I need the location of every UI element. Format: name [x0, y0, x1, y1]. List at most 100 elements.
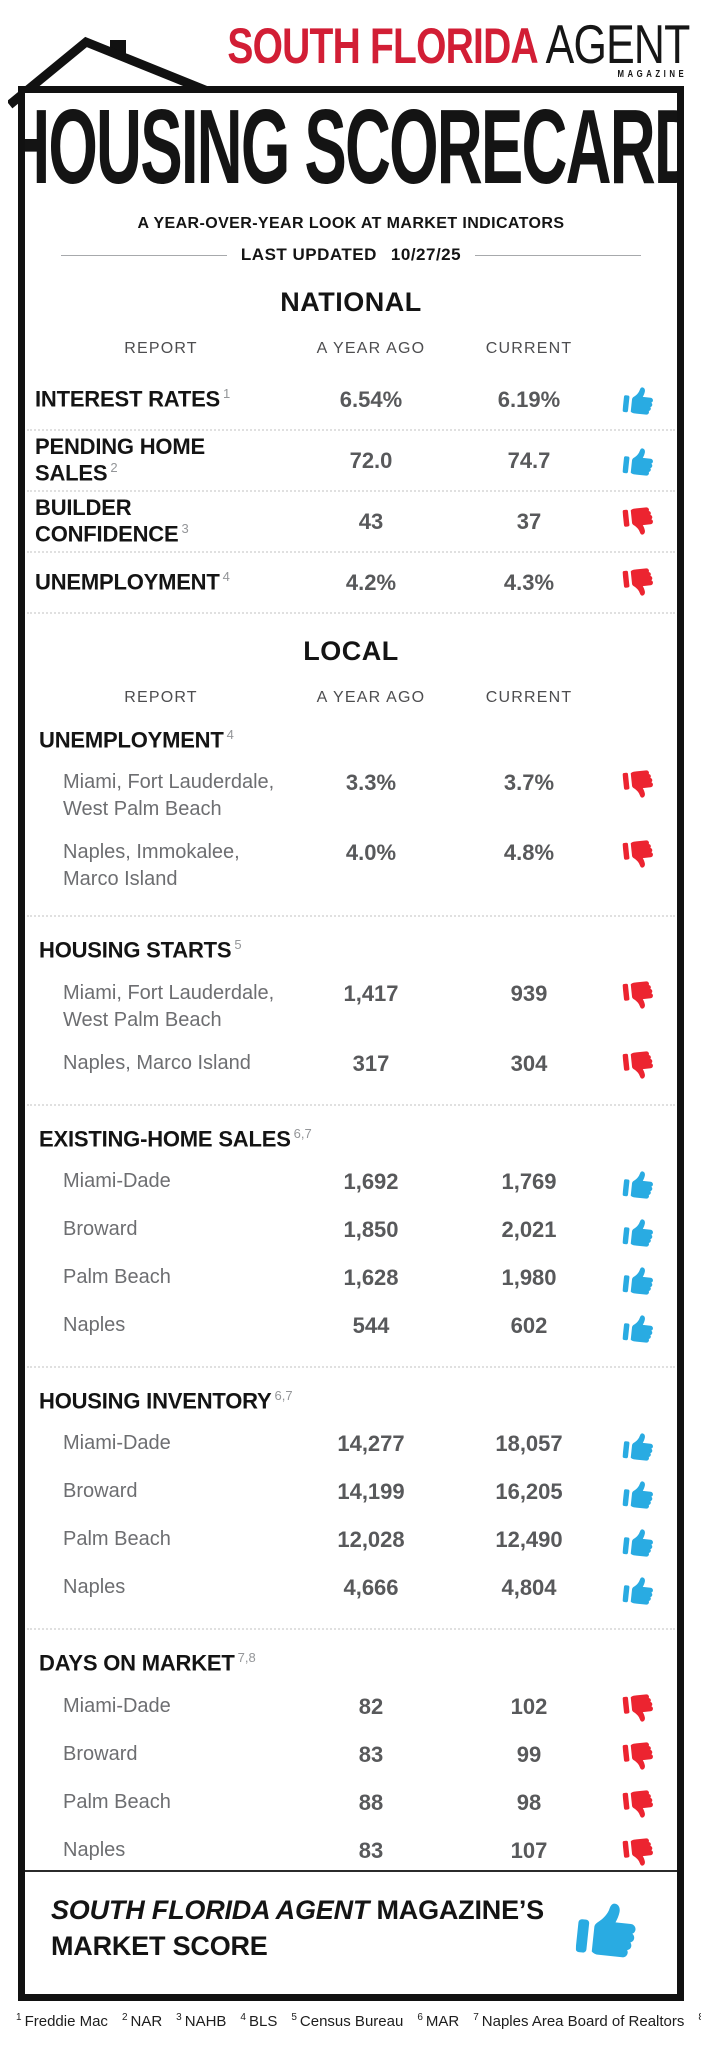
- report-label: INTEREST RATES 1: [35, 386, 231, 412]
- current-value: 2,021: [501, 1216, 557, 1242]
- col-report: REPORT: [124, 689, 198, 706]
- table-row: PENDING HOME SALES 2 72.0 74.7: [25, 431, 677, 490]
- thumb-down-icon: [621, 506, 659, 538]
- thumb-up-icon: [573, 1897, 647, 1960]
- report-label: PENDING HOME SALES 2: [35, 434, 205, 486]
- year-ago-value: 4.0%: [345, 840, 397, 866]
- area-label: Naples, Marco Island: [63, 1051, 251, 1074]
- market-score-magazine: SOUTH FLORIDA AGENT: [51, 1895, 370, 1925]
- thumb-up-icon: [621, 1526, 659, 1558]
- section-title-local: LOCAL: [303, 636, 399, 666]
- year-ago-value: 6.54%: [339, 386, 403, 412]
- table-row: Miami, Fort Lauderdale, West Palm Beach …: [25, 980, 677, 1034]
- last-updated-label: LAST UPDATED: [240, 245, 377, 264]
- page-subtitle: A YEAR-OVER-YEAR LOOK AT MARKET INDICATO…: [137, 215, 565, 232]
- rule-right: [475, 254, 642, 256]
- footnote: 2 NAR: [121, 2012, 163, 2030]
- thumb-down-icon: [621, 567, 659, 599]
- market-score-title: SOUTH FLORIDA AGENT MAGAZINE’S MARKET SC…: [51, 1892, 551, 1964]
- table-row: Palm Beach 12,028 12,490: [25, 1526, 677, 1558]
- current-value: 99: [516, 1741, 542, 1767]
- current-value: 304: [510, 1050, 548, 1076]
- footnote: 6 MAR: [417, 2012, 460, 2030]
- report-label: BUILDER CONFIDENCE 3: [35, 495, 189, 547]
- table-row: Palm Beach 88 98: [25, 1789, 677, 1821]
- area-label: Miami-Dade: [63, 1694, 171, 1717]
- local-sections: UNEMPLOYMENT 4 Miami, Fort Lauderdale, We…: [25, 727, 677, 1869]
- footnote: 5 Census Bureau: [291, 2012, 404, 2030]
- area-label: Naples: [63, 1313, 126, 1336]
- local-subsection: UNEMPLOYMENT 4 Miami, Fort Lauderdale, We…: [25, 727, 677, 893]
- table-row: UNEMPLOYMENT 4 4.2% 4.3%: [25, 553, 677, 612]
- year-ago-value: 88: [358, 1789, 384, 1815]
- table-row: Broward 83 99: [25, 1741, 677, 1773]
- current-value: 1,769: [501, 1168, 557, 1194]
- table-row: Broward 14,199 16,205: [25, 1478, 677, 1510]
- current-value: 6.19%: [497, 386, 561, 412]
- thumb-up-icon: [621, 1264, 659, 1296]
- current-value: 4.8%: [503, 840, 555, 866]
- column-headers-national: REPORT A YEAR AGO CURRENT: [25, 340, 677, 358]
- year-ago-value: 12,028: [337, 1527, 405, 1553]
- subsection-title: UNEMPLOYMENT 4: [39, 727, 234, 753]
- year-ago-value: 1,628: [343, 1264, 399, 1290]
- area-label: Miami, Fort Lauderdale, West Palm Beach: [63, 771, 275, 821]
- footnote: 8Realtor.com: [698, 2012, 701, 2030]
- thumb-down-icon: [621, 839, 659, 871]
- current-value: 16,205: [495, 1479, 563, 1505]
- table-row: Broward 1,850 2,021: [25, 1216, 677, 1248]
- area-label: Miami, Fort Lauderdale, West Palm Beach: [63, 981, 275, 1031]
- local-subsection: HOUSING STARTS 5 Miami, Fort Lauderdale, …: [25, 937, 677, 1081]
- scorecard-box: HOUSING SCORECARD A YEAR-OVER-YEAR LOOK …: [18, 86, 684, 2001]
- last-updated-row: LAST UPDATED 10/27/25: [61, 245, 642, 265]
- thumb-up-icon: [621, 445, 659, 477]
- current-value: 98: [516, 1789, 542, 1815]
- thumb-up-icon: [621, 1216, 659, 1248]
- year-ago-value: 82: [358, 1693, 384, 1719]
- table-row: INTEREST RATES 1 6.54% 6.19%: [25, 370, 677, 429]
- table-row: Naples 4,666 4,804: [25, 1574, 677, 1606]
- current-value: 37: [516, 508, 542, 534]
- table-row: Miami-Dade 82 102: [25, 1693, 677, 1725]
- table-row: Naples 83 107: [25, 1837, 677, 1869]
- footnote: 3 NAHB: [176, 2012, 227, 2030]
- column-headers-local: REPORT A YEAR AGO CURRENT: [25, 689, 677, 707]
- national-rows: INTEREST RATES 1 6.54% 6.19% PENDING HOME…: [25, 370, 677, 614]
- current-value: 3.7%: [503, 770, 555, 796]
- dotted-divider: [27, 1103, 675, 1106]
- thumb-up-icon: [621, 1168, 659, 1200]
- thumb-down-icon: [621, 1741, 659, 1773]
- local-subsection: EXISTING-HOME SALES 6,7 Miami-Dade 1,692 …: [25, 1126, 677, 1344]
- current-value: 1,980: [501, 1264, 557, 1290]
- dotted-divider: [27, 1365, 675, 1368]
- last-updated-date: 10/27/25: [390, 245, 462, 264]
- area-label: Broward: [63, 1480, 138, 1503]
- table-row: Naples, Marco Island 317 304: [25, 1050, 677, 1082]
- dotted-divider: [27, 1628, 675, 1631]
- col-report: REPORT: [124, 340, 198, 357]
- current-value: 4.3%: [503, 569, 555, 595]
- area-label: Naples: [63, 1838, 126, 1861]
- thumb-up-icon: [621, 1478, 659, 1510]
- col-year-ago: A YEAR AGO: [316, 689, 426, 706]
- local-subsection: HOUSING INVENTORY 6,7 Miami-Dade 14,277 1…: [25, 1388, 677, 1606]
- col-current: CURRENT: [485, 689, 573, 706]
- area-label: Miami-Dade: [63, 1169, 171, 1192]
- current-value: 12,490: [495, 1527, 563, 1553]
- dotted-divider: [27, 429, 675, 431]
- section-title-national: NATIONAL: [280, 287, 422, 317]
- table-row: BUILDER CONFIDENCE 3 43 37: [25, 492, 677, 551]
- year-ago-value: 43: [358, 508, 384, 534]
- score-divider: [25, 1870, 677, 1872]
- col-current: CURRENT: [485, 340, 573, 357]
- year-ago-value: 544: [352, 1312, 390, 1338]
- table-row: Palm Beach 1,628 1,980: [25, 1264, 677, 1296]
- local-subsection: DAYS ON MARKET 7,8 Miami-Dade 82 102 Brow…: [25, 1650, 677, 1868]
- area-label: Palm Beach: [63, 1790, 171, 1813]
- footnote: 7 Naples Area Board of Realtors: [473, 2012, 685, 2030]
- year-ago-value: 1,850: [343, 1216, 399, 1242]
- year-ago-value: 72.0: [349, 447, 393, 473]
- footnote: 1 Freddie Mac: [16, 2012, 108, 2030]
- area-label: Naples, Immokalee, Marco Island: [63, 841, 240, 891]
